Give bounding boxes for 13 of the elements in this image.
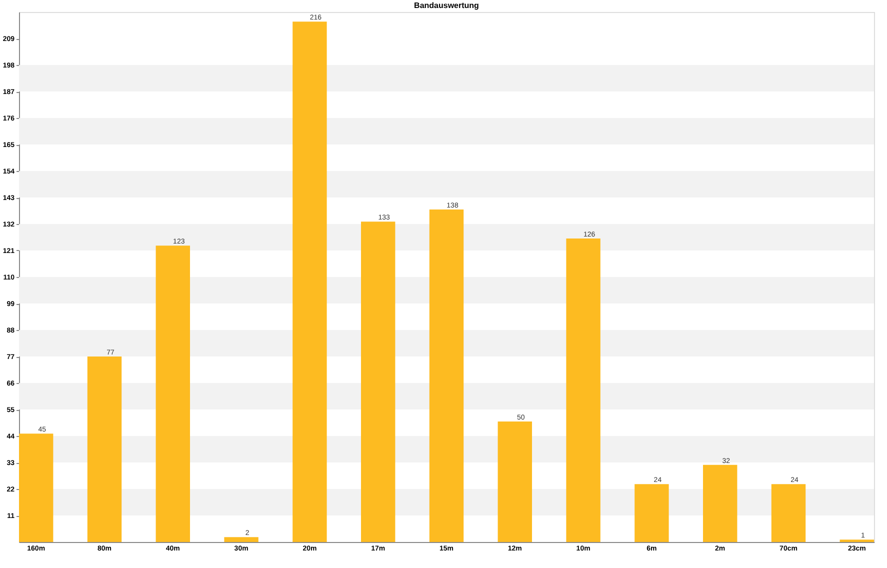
bar <box>19 434 54 542</box>
bar <box>156 246 190 542</box>
bar <box>498 422 532 542</box>
bar <box>224 537 258 542</box>
bar <box>566 238 600 542</box>
bar <box>87 356 122 542</box>
chart-title: Bandauswertung <box>414 1 480 10</box>
bar <box>703 464 738 542</box>
bar <box>429 210 464 542</box>
bar <box>634 484 669 542</box>
bar <box>292 22 327 542</box>
bar <box>361 222 396 542</box>
bar <box>771 484 806 542</box>
